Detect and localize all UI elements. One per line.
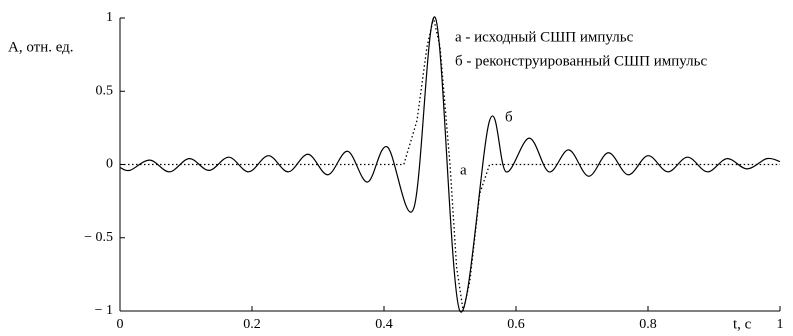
y-tick-label: 0	[106, 157, 113, 172]
x-tick-label: 0	[117, 317, 124, 332]
x-tick-label: 0.4	[375, 317, 393, 332]
annotation: а	[460, 162, 467, 178]
series-line	[120, 17, 780, 312]
legend-entry: а - исходный СШП импульс	[455, 29, 634, 45]
x-tick-label: 0.8	[639, 317, 657, 332]
legend-entry: б - реконструированный СШП импульс	[455, 53, 707, 69]
y-tick-label: − 1	[95, 303, 113, 318]
x-axis-label: t, c	[733, 316, 752, 332]
x-tick-label: 1	[777, 317, 784, 332]
x-tick-label: 0.2	[243, 317, 261, 332]
annotation: б	[505, 109, 513, 125]
series-line	[119, 16, 781, 313]
y-tick-label: − 0.5	[84, 230, 113, 245]
y-axis-label: A, отн. ед.	[8, 39, 74, 55]
y-tick-label: 0.5	[96, 83, 114, 98]
y-tick-label: 1	[106, 10, 113, 25]
x-tick-label: 0.6	[507, 317, 525, 332]
